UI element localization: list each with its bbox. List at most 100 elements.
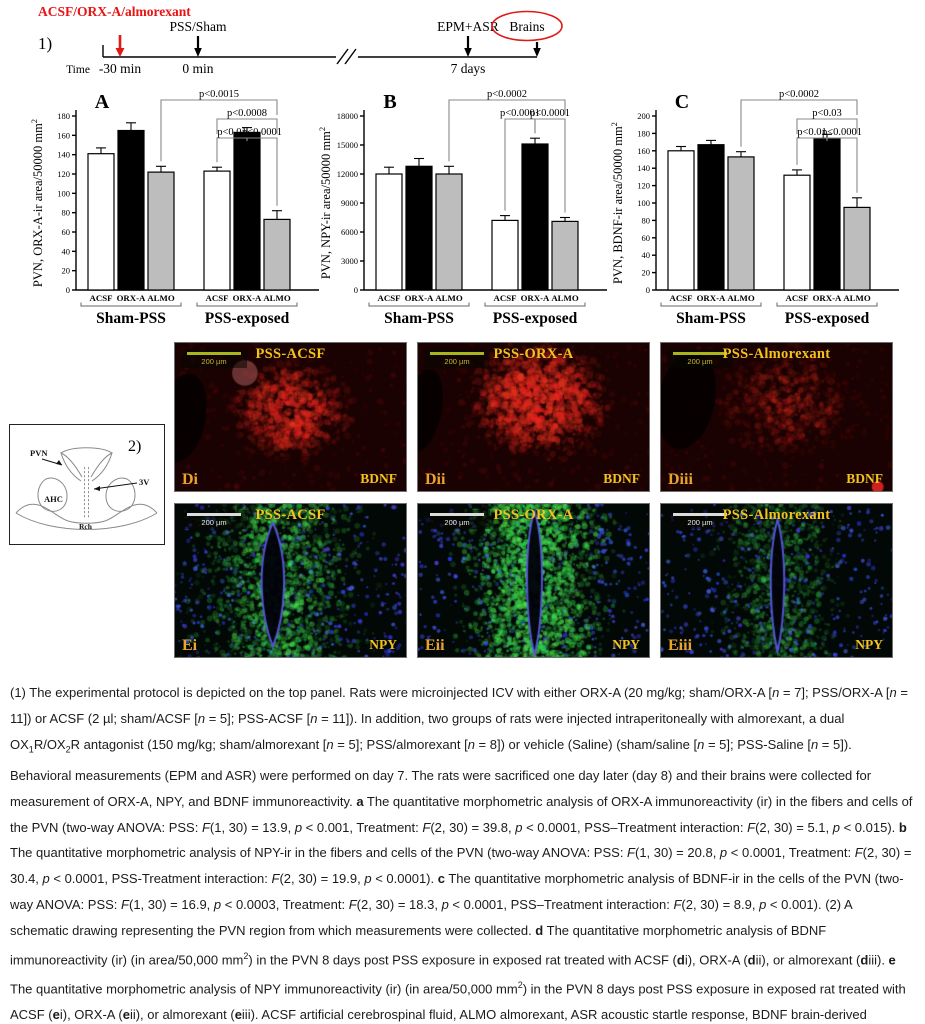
treatment-title: PSS-ACSF — [255, 507, 326, 523]
panel-id-label: Dii — [425, 471, 446, 488]
svg-text:ALMO: ALMO — [551, 293, 579, 303]
y-axis-label-C: PVN, BDNF-ir area/50000 mm2 — [610, 122, 625, 284]
pvn-left-wing — [60, 452, 83, 482]
treatment-title: PSS-ORX-A — [493, 507, 574, 523]
panel-id-label: Ei — [182, 637, 198, 654]
bar-Sham-PSS-ACSF — [375, 173, 403, 291]
scale-bar: 200 µm — [424, 349, 490, 368]
svg-text:100: 100 — [637, 198, 650, 208]
svg-text:ORX-A: ORX-A — [521, 293, 550, 303]
panel-letter-B: B — [383, 91, 396, 113]
panel-1-label: 1) — [38, 34, 52, 53]
svg-text:140: 140 — [57, 150, 70, 160]
micrograph-Ei: 200 µm PSS-ACSF Ei NPY — [174, 503, 407, 658]
bar-PSS-exposed-ACSF — [491, 219, 519, 291]
bar-Sham-PSS-ACSF — [87, 153, 115, 291]
svg-text:ALMO: ALMO — [727, 293, 755, 303]
chart-B-npy: 0 3000 6000 9000 12000 15000 18000 ACSF ORX-A ALM… — [317, 78, 613, 345]
group-label-Sham-PSS: Sham-PSS — [96, 310, 166, 327]
svg-text:ALMO: ALMO — [843, 293, 871, 303]
svg-text:120: 120 — [637, 181, 650, 191]
micrograph-image-Dii — [418, 343, 649, 491]
micrograph-image-Diii — [661, 343, 892, 491]
ahc-right-outline — [105, 477, 136, 512]
bar-Sham-PSS-ORX-A — [697, 144, 725, 291]
panel-id-label: Di — [182, 471, 198, 488]
bar-PSS-exposed-ORX-A — [521, 143, 549, 291]
pss-sham-arrow — [194, 36, 202, 57]
y-axis-label-B: PVN, NPY-ir area/50000 mm2 — [318, 127, 333, 279]
svg-text:ORX-A: ORX-A — [117, 293, 146, 303]
significance-label: p<0.0002 — [487, 89, 527, 100]
svg-text:ACSF: ACSF — [206, 293, 229, 303]
svg-text:120: 120 — [57, 169, 70, 179]
svg-text:200: 200 — [637, 111, 650, 121]
svg-text:12000: 12000 — [337, 169, 358, 179]
time-axis-label: Time — [66, 64, 90, 76]
micrograph-image-Ei — [175, 504, 406, 657]
scale-bar: 200 µm — [424, 510, 490, 529]
svg-text:ORX-A: ORX-A — [233, 293, 262, 303]
svg-text:40: 40 — [62, 246, 71, 256]
ventricle-arrowhead — [94, 486, 100, 491]
svg-text:80: 80 — [642, 215, 651, 225]
svg-text:180: 180 — [57, 111, 70, 121]
significance-label: p<0.01 — [797, 127, 827, 138]
group-label-PSS-exposed: PSS-exposed — [785, 310, 870, 327]
svg-text:60: 60 — [642, 233, 651, 243]
chart-A-orxa: 0 20 40 60 80 100 120 140 160 180 ACSF ORX-A ALMO Sha… — [29, 78, 325, 345]
svg-text:80: 80 — [62, 208, 71, 218]
scale-bar: 200 µm — [181, 510, 247, 529]
marker-label: NPY — [855, 637, 883, 652]
micrograph-image-Eii — [418, 504, 649, 657]
svg-text:ALMO: ALMO — [435, 293, 463, 303]
marker-label: NPY — [369, 637, 397, 652]
micrograph-Di: 200 µm PSS-ACSF Di BDNF — [174, 342, 407, 492]
svg-text:ACSF: ACSF — [786, 293, 809, 303]
pvn-right-wing — [90, 452, 113, 482]
ahc-left-outline — [37, 477, 68, 512]
svg-text:60: 60 — [62, 227, 71, 237]
pvn-label: PVN — [30, 448, 48, 458]
treatment-title: PSS-ACSF — [255, 346, 326, 362]
ventricle-arrow — [93, 482, 138, 490]
bar-PSS-exposed-ORX-A — [233, 131, 261, 291]
svg-text:ALMO: ALMO — [147, 293, 175, 303]
bar-PSS-exposed-ACSF — [203, 170, 231, 291]
bar-Sham-PSS-ALMO — [435, 173, 463, 291]
svg-text:ACSF: ACSF — [90, 293, 113, 303]
significance-label: p<0.0001 — [530, 108, 570, 119]
micrograph-image-Eiii — [661, 504, 892, 657]
bar-Sham-PSS-ORX-A — [405, 165, 433, 291]
svg-text:40: 40 — [642, 250, 651, 260]
micrograph-Eii: 200 µm PSS-ORX-A Eii NPY — [417, 503, 650, 658]
micrograph-Dii: 200 µm PSS-ORX-A Dii BDNF — [417, 342, 650, 492]
svg-text:0: 0 — [354, 285, 358, 295]
svg-text:ORX-A: ORX-A — [405, 293, 434, 303]
pvn-roof — [60, 447, 113, 454]
marker-label: BDNF — [360, 471, 397, 486]
significance-label: p<0.0015 — [199, 89, 239, 100]
svg-text:140: 140 — [637, 163, 650, 173]
bar-PSS-exposed-ALMO — [263, 218, 291, 291]
significance-label: p<0.0002 — [779, 89, 819, 100]
time-minus30: -30 min — [99, 61, 142, 76]
significance-label: p<0.0008 — [227, 108, 267, 119]
panel-2-label: 2) — [128, 438, 141, 455]
group-label-PSS-exposed: PSS-exposed — [493, 310, 578, 327]
group-label-PSS-exposed: PSS-exposed — [205, 310, 290, 327]
panel-id-label: Diii — [668, 471, 693, 488]
time-7days: 7 days — [451, 61, 486, 76]
bar-Sham-PSS-ACSF — [667, 150, 695, 291]
time-zero: 0 min — [182, 61, 213, 76]
timeline-panel: ACSF/ORX-A/almorexant 1) PSS/Sham EPM+AS… — [38, 4, 563, 76]
svg-text:6000: 6000 — [341, 227, 358, 237]
significance-label: p<0.0001 — [822, 127, 862, 138]
marker-label: NPY — [612, 637, 640, 652]
bar-PSS-exposed-ALMO — [551, 220, 579, 291]
event-brains: Brains — [509, 19, 544, 34]
significance-label: p<0.03 — [812, 108, 842, 119]
panel-letter-C: C — [675, 91, 689, 113]
panel-id-label: Eiii — [668, 637, 693, 654]
